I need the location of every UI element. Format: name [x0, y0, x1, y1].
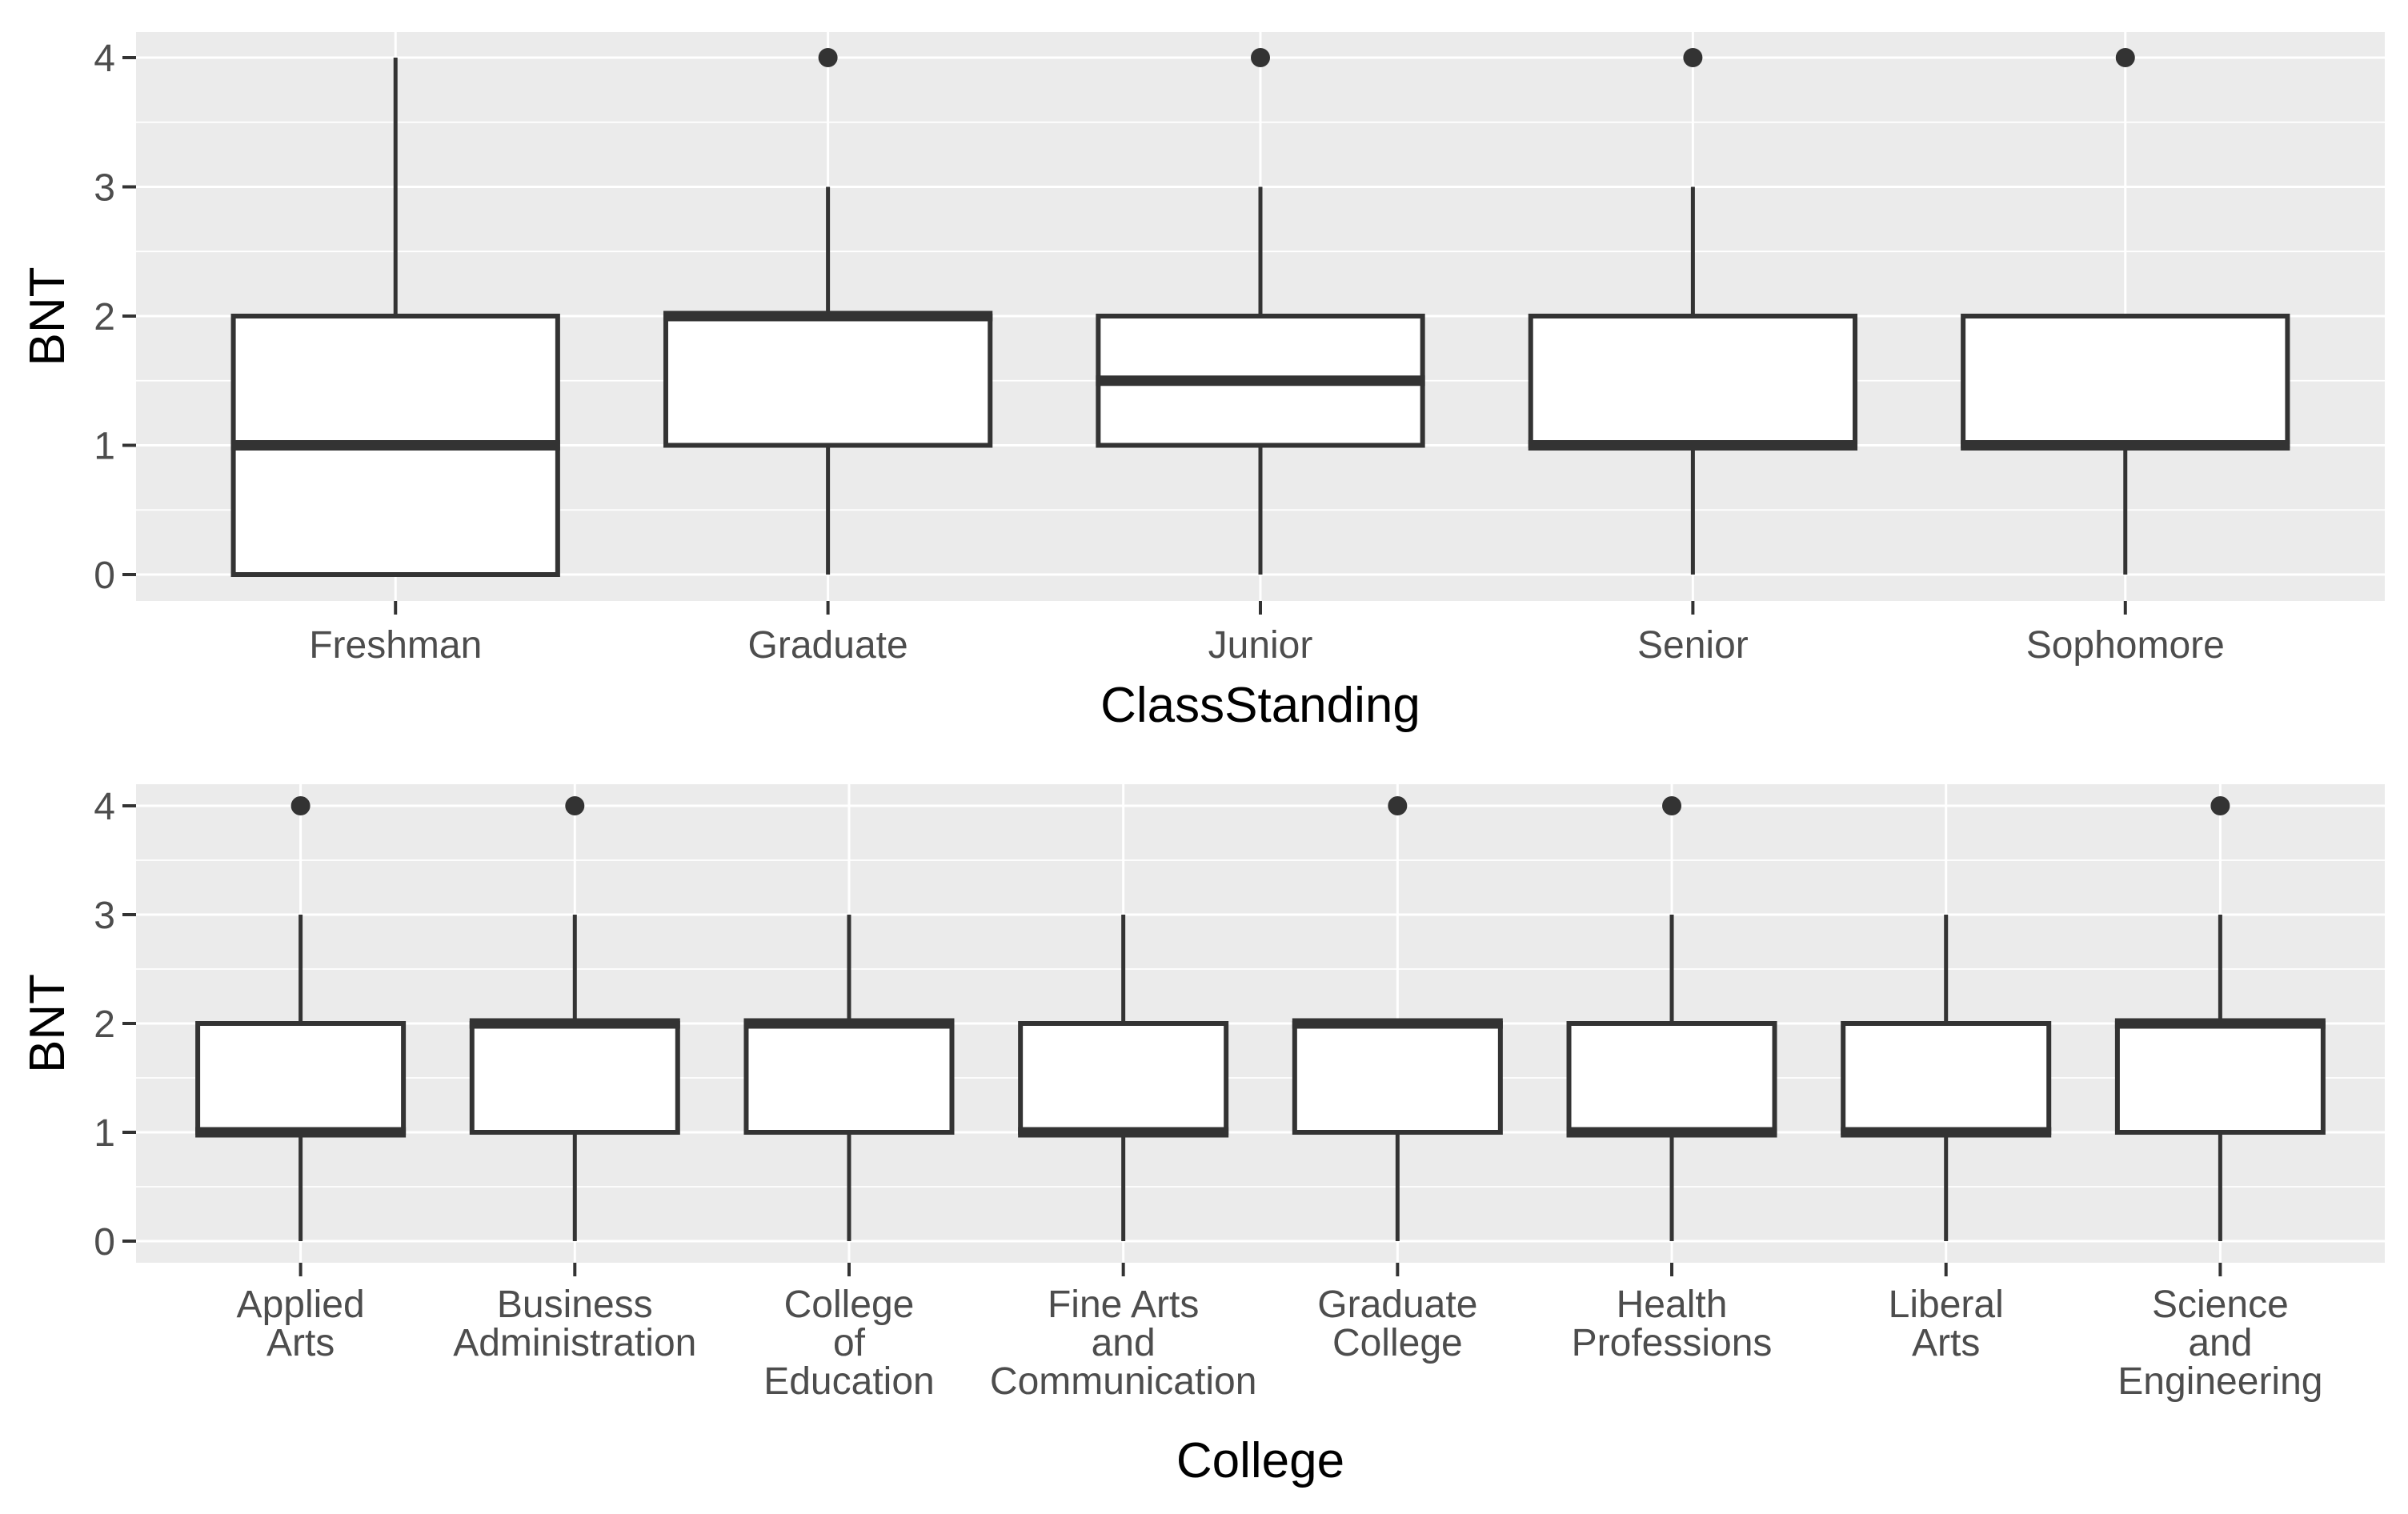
boxplot-business-administration [469, 796, 680, 1241]
x-tick-label: Science [2152, 1284, 2289, 1326]
x-tick-label: College [1332, 1322, 1463, 1364]
x-tick-label: Junior [1208, 624, 1313, 667]
x-tick-label: of [833, 1322, 866, 1364]
x-tick-label: Arts [266, 1322, 335, 1364]
iqr-box [663, 314, 993, 448]
iqr-box [1841, 1021, 2052, 1135]
iqr-box [743, 1021, 955, 1135]
y-tick-label: 1 [94, 1112, 115, 1155]
iqr-box [1018, 1021, 1229, 1135]
iqr-box [1566, 1021, 1777, 1135]
x-axis-title: College [1176, 1433, 1344, 1488]
x-tick-label: Business [497, 1284, 653, 1326]
x-tick-label: and [1092, 1322, 1156, 1364]
boxplot-freshman [230, 58, 560, 577]
outlier-point [1683, 48, 1703, 67]
boxplot-health-professions [1566, 796, 1777, 1241]
x-tick-label: Health [1617, 1284, 1728, 1326]
boxplot-graduate [663, 48, 993, 575]
x-tick-label: and [2188, 1322, 2252, 1364]
boxplot-applied-arts [195, 796, 407, 1241]
boxplot-science-and-engineering [2114, 796, 2326, 1241]
y-tick-label: 2 [94, 296, 115, 338]
x-tick-label: College [784, 1284, 915, 1326]
y-tick-label: 1 [94, 426, 115, 468]
x-tick-label: Arts [1912, 1322, 1980, 1364]
iqr-box [1961, 314, 2290, 448]
iqr-box [195, 1021, 407, 1135]
x-tick-label: Fine Arts [1048, 1284, 1199, 1326]
x-tick-label: Administration [453, 1322, 696, 1364]
x-tick-label: Graduate [748, 624, 908, 667]
x-tick-label: Professions [1572, 1322, 1773, 1364]
boxplot-senior [1528, 48, 1858, 575]
x-tick-label: Communication [990, 1360, 1256, 1403]
panel-classstanding: Freshman Graduate Junior Senior Sophomore 0 1 2… [20, 32, 2385, 733]
outlier-point [290, 796, 311, 815]
boxplot-college-of-education [743, 915, 955, 1241]
boxplot-sophomore [1961, 48, 2290, 575]
y-tick-label: 2 [94, 1003, 115, 1046]
iqr-box [2114, 1021, 2326, 1135]
panel-college: AppliedArtsBusinessAdministrationCollege… [20, 784, 2385, 1488]
y-axis-title: BNT [20, 267, 75, 366]
x-tick-label: Engineering [2118, 1360, 2322, 1403]
x-tick-label: Freshman [309, 624, 482, 667]
y-tick-label: 3 [94, 895, 115, 937]
boxplot-graduate-college [1292, 796, 1503, 1241]
outlier-point [565, 796, 585, 815]
iqr-box [1528, 314, 1858, 448]
iqr-box [469, 1021, 680, 1135]
outlier-point [1662, 796, 1682, 815]
outlier-point [1388, 796, 1408, 815]
y-tick-label: 4 [94, 38, 115, 80]
outlier-point [818, 48, 838, 67]
y-tick-label: 3 [94, 167, 115, 210]
x-axis-title: ClassStanding [1100, 678, 1420, 733]
iqr-box [1292, 1021, 1503, 1135]
outlier-point [1251, 48, 1270, 67]
x-tick-label: Liberal [1889, 1284, 2004, 1326]
x-tick-label: Sophomore [2026, 624, 2225, 667]
y-tick-label: 0 [94, 555, 115, 597]
x-tick-label: Senior [1637, 624, 1749, 667]
outlier-point [2115, 48, 2135, 67]
x-tick-label: Education [763, 1360, 935, 1403]
outlier-point [2210, 796, 2230, 815]
x-tick-label: Graduate [1317, 1284, 1477, 1326]
x-tick-label: Applied [237, 1284, 365, 1326]
boxplot-junior [1096, 48, 1425, 575]
y-tick-label: 0 [94, 1221, 115, 1264]
y-tick-label: 4 [94, 786, 115, 828]
boxplot-fine-arts-and-communication [1018, 915, 1229, 1241]
boxplot-liberal-arts [1841, 915, 2052, 1241]
y-axis-title: BNT [20, 974, 75, 1073]
